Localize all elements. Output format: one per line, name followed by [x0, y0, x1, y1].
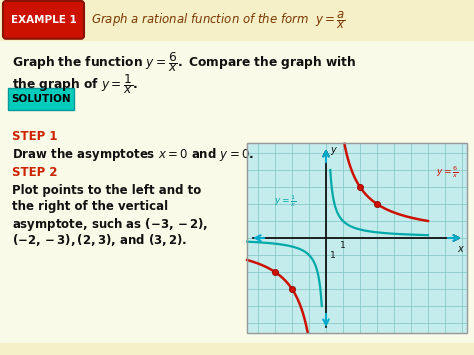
FancyBboxPatch shape	[8, 88, 74, 110]
Text: the right of the vertical: the right of the vertical	[12, 200, 168, 213]
Text: EXAMPLE 1: EXAMPLE 1	[10, 15, 76, 25]
Bar	[0, 0, 474, 40]
Text: SOLUTION: SOLUTION	[11, 94, 71, 104]
Text: asymptote, such as $\mathbf{(-3,-2),}$: asymptote, such as $\mathbf{(-3,-2),}$	[12, 216, 209, 233]
FancyBboxPatch shape	[3, 1, 84, 39]
Text: $\mathbf{Graph\ the\ function}$ $y = \dfrac{6}{x}$$\mathbf{.\ Compare\ the\ grap: $\mathbf{Graph\ the\ function}$ $y = \df…	[12, 50, 356, 73]
Bar	[247, 143, 467, 333]
Bar	[0, 343, 474, 355]
Text: $\mathbf{(-2,-3), (2,3)}$, and $\mathbf{(3,2).}$: $\mathbf{(-2,-3), (2,3)}$, and $\mathbf{…	[12, 232, 187, 248]
Text: $\mathbf{the\ graph\ of}$ $y = \dfrac{1}{x}$$\mathbf{.}$: $\mathbf{the\ graph\ of}$ $y = \dfrac{1}…	[12, 72, 138, 95]
Text: Graph a rational function of the form  $y = \dfrac{a}{x}$: Graph a rational function of the form $y…	[91, 9, 346, 31]
Text: x: x	[457, 244, 463, 254]
Text: STEP 2: STEP 2	[12, 166, 57, 179]
Text: y: y	[330, 145, 336, 155]
Text: STEP 1: STEP 1	[12, 130, 57, 143]
Text: $y=\frac{6}{x}$: $y=\frac{6}{x}$	[437, 165, 459, 180]
Text: 1: 1	[340, 241, 346, 250]
Bar	[247, 143, 467, 333]
Text: Draw the asymptotes $x = 0$ and $y = 0$.: Draw the asymptotes $x = 0$ and $y = 0$.	[12, 146, 254, 163]
Text: $y=\frac{1}{x}$: $y=\frac{1}{x}$	[274, 193, 297, 209]
Text: 1: 1	[330, 251, 336, 260]
Text: Plot points to the left and to: Plot points to the left and to	[12, 184, 201, 197]
